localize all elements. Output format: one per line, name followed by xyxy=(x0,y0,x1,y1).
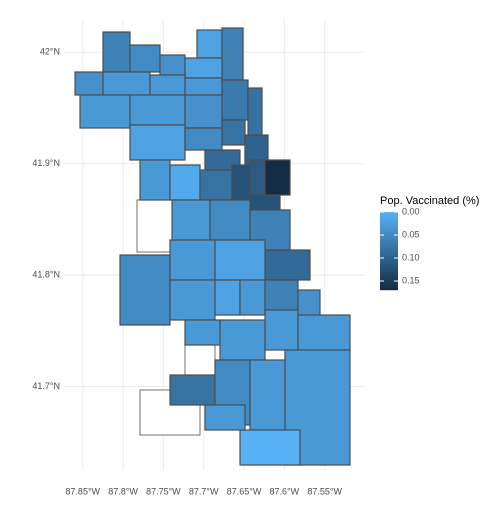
x-tick-label: 87.8°W xyxy=(108,486,138,496)
region xyxy=(149,74,186,96)
region xyxy=(184,127,223,151)
y-tick-label: 41.7°N xyxy=(32,381,60,391)
region xyxy=(102,71,151,96)
region xyxy=(171,199,211,246)
region xyxy=(214,279,241,316)
x-tick-label: 87.85°W xyxy=(65,486,100,496)
region xyxy=(264,279,299,311)
region xyxy=(184,77,223,96)
region xyxy=(219,319,266,361)
legend-label: 0.00 xyxy=(402,206,420,216)
legend-label: 0.10 xyxy=(402,252,420,262)
region xyxy=(184,57,223,79)
region xyxy=(79,94,131,129)
region xyxy=(169,164,201,201)
region xyxy=(239,429,301,466)
region xyxy=(264,249,311,281)
region xyxy=(102,31,131,73)
region xyxy=(74,71,104,96)
region xyxy=(169,239,216,281)
region xyxy=(249,194,281,211)
missing-region xyxy=(136,199,173,253)
region xyxy=(221,27,244,81)
region xyxy=(169,374,216,406)
region xyxy=(169,279,216,321)
region xyxy=(129,124,186,161)
legend-label: 0.05 xyxy=(402,229,420,239)
region xyxy=(221,79,249,121)
region xyxy=(199,169,233,201)
x-tick-label: 87.75°W xyxy=(146,486,181,496)
region xyxy=(204,404,246,431)
region xyxy=(129,94,186,126)
region xyxy=(231,164,251,201)
y-tick-label: 42°N xyxy=(40,47,60,57)
region xyxy=(196,29,223,59)
x-tick-label: 87.55°W xyxy=(307,486,342,496)
region xyxy=(221,119,246,146)
region xyxy=(264,309,299,351)
region xyxy=(264,159,291,196)
legend-label: 0.15 xyxy=(402,275,420,285)
region xyxy=(184,94,223,129)
region xyxy=(159,54,186,76)
x-tick-label: 87.65°W xyxy=(227,486,262,496)
colorbar xyxy=(380,212,398,291)
region xyxy=(214,239,266,281)
region xyxy=(119,254,171,326)
legend-title: Pop. Vaccinated (%) xyxy=(380,195,479,207)
region xyxy=(249,359,286,431)
x-tick-label: 87.6°W xyxy=(270,486,300,496)
region xyxy=(297,314,351,351)
region xyxy=(249,209,291,251)
y-tick-label: 41.8°N xyxy=(32,269,60,279)
region xyxy=(129,44,161,73)
region xyxy=(209,199,251,241)
y-tick-label: 41.9°N xyxy=(32,158,60,168)
region xyxy=(249,159,266,196)
region xyxy=(184,319,221,346)
region xyxy=(247,87,263,136)
region xyxy=(139,159,171,201)
region xyxy=(239,279,266,316)
missing-region xyxy=(184,344,216,376)
x-tick-label: 87.7°W xyxy=(189,486,219,496)
